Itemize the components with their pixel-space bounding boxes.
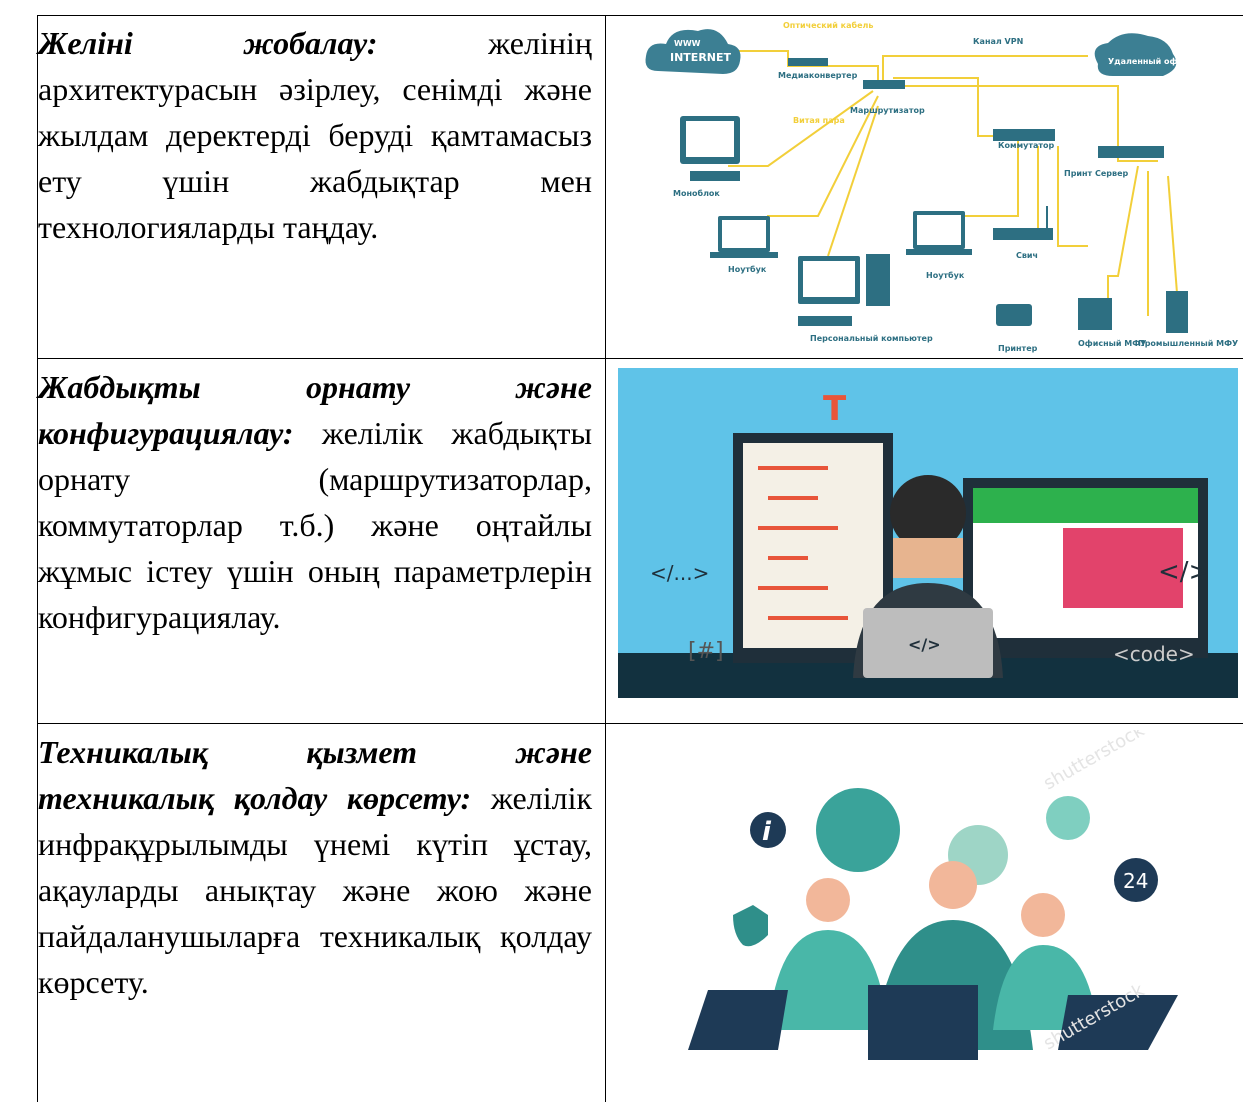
rule xyxy=(37,358,1243,359)
label: INTERNET xyxy=(670,51,732,64)
code-symbol: [#] xyxy=(688,639,724,664)
network-diagram: WWW INTERNET Оптический кабель Медиаконв… xyxy=(645,20,1238,353)
code-symbol: </...> xyxy=(650,561,709,585)
heading: Желіні жобалау: xyxy=(38,25,378,61)
label: Коммутатор xyxy=(998,141,1054,150)
body: желінің архитектурасын әзірлеу, сенімді … xyxy=(38,25,592,245)
text-cell: Желіні жобалау: желінің архитектурасын ә… xyxy=(38,20,592,250)
code-symbol: <code> xyxy=(1113,642,1195,666)
label: Промышленный МФУ xyxy=(1138,339,1238,348)
icon-text: 24 xyxy=(1123,869,1148,893)
label: Моноблок xyxy=(673,188,720,198)
code-symbol: </> xyxy=(1158,557,1210,587)
code-symbol: T xyxy=(823,389,847,429)
cloud xyxy=(1094,33,1177,76)
label: Удаленный офис xyxy=(1108,57,1188,66)
label: Канал VPN xyxy=(973,37,1023,46)
rule xyxy=(37,15,38,1102)
rule xyxy=(605,15,606,1102)
icon-text: i xyxy=(762,817,772,847)
label: Оптический кабель xyxy=(783,20,873,30)
heading: Техникалық қызмет және техникалық қолдау… xyxy=(38,734,592,816)
label: Свич xyxy=(1016,251,1038,260)
code-symbol: </> xyxy=(908,635,941,654)
body: желілік инфрақұрылымды үнемі күтіп ұстау… xyxy=(38,780,593,1000)
heading: Жабдықты орнату және конфигурациялау: xyxy=(38,369,592,451)
label: WWW xyxy=(674,39,701,48)
label: Офисный МФУ xyxy=(1078,339,1146,348)
text-cell: Техникалық қызмет және техникалық қолдау… xyxy=(38,729,592,1005)
label: Ноутбук xyxy=(728,264,767,274)
body: желілік жабдықты орнату (маршрутизаторла… xyxy=(38,415,592,635)
support-image: i 24 shutterstock shutterstock xyxy=(618,730,1238,1102)
label: Принтер xyxy=(998,344,1038,353)
label: Принт Сервер xyxy=(1064,169,1128,178)
label: Ноутбук xyxy=(926,270,965,280)
label: Витая пара xyxy=(793,116,845,125)
cloud xyxy=(645,29,741,74)
rule xyxy=(37,723,1243,724)
label: Персональный компьютер xyxy=(810,334,933,343)
text-cell: Жабдықты орнату және конфигурациялау: же… xyxy=(38,364,592,640)
label: Маршрутизатор xyxy=(850,106,925,115)
developer-image: T </...> </> [#] <code> </> xyxy=(618,368,1238,698)
label: Медиаконвертер xyxy=(778,71,858,80)
rule xyxy=(37,15,1243,16)
